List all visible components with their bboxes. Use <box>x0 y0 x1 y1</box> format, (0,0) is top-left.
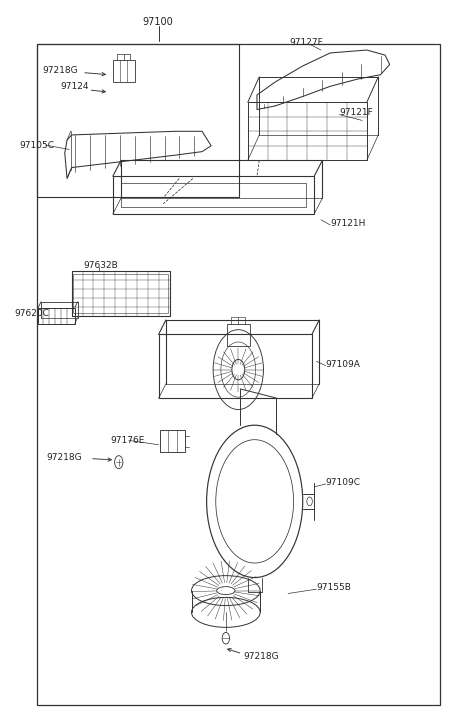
Text: 97124: 97124 <box>60 82 89 91</box>
Text: 97105C: 97105C <box>19 140 54 150</box>
Text: 97127F: 97127F <box>289 38 323 47</box>
Bar <box>158 334 312 398</box>
Bar <box>37 44 440 704</box>
Text: 97620C: 97620C <box>14 309 49 318</box>
Text: 97121H: 97121H <box>330 219 365 228</box>
Text: 97218G: 97218G <box>42 66 78 75</box>
Text: 97155B: 97155B <box>316 583 351 593</box>
Text: 97218G: 97218G <box>243 652 279 661</box>
Text: 97100: 97100 <box>143 17 174 27</box>
Bar <box>37 44 239 196</box>
Bar <box>248 103 367 161</box>
Bar <box>38 308 75 324</box>
Bar <box>72 270 170 316</box>
Text: 97109A: 97109A <box>325 360 360 369</box>
Text: 97176E: 97176E <box>111 436 145 445</box>
Bar <box>121 182 306 207</box>
Bar <box>73 273 168 313</box>
Bar <box>160 430 185 452</box>
Text: 97218G: 97218G <box>46 453 82 462</box>
Text: 97121F: 97121F <box>339 108 373 117</box>
Text: 97109C: 97109C <box>325 478 361 487</box>
Bar <box>113 176 314 214</box>
Bar <box>227 324 250 345</box>
Bar <box>113 60 135 82</box>
Text: 97632B: 97632B <box>83 261 118 270</box>
